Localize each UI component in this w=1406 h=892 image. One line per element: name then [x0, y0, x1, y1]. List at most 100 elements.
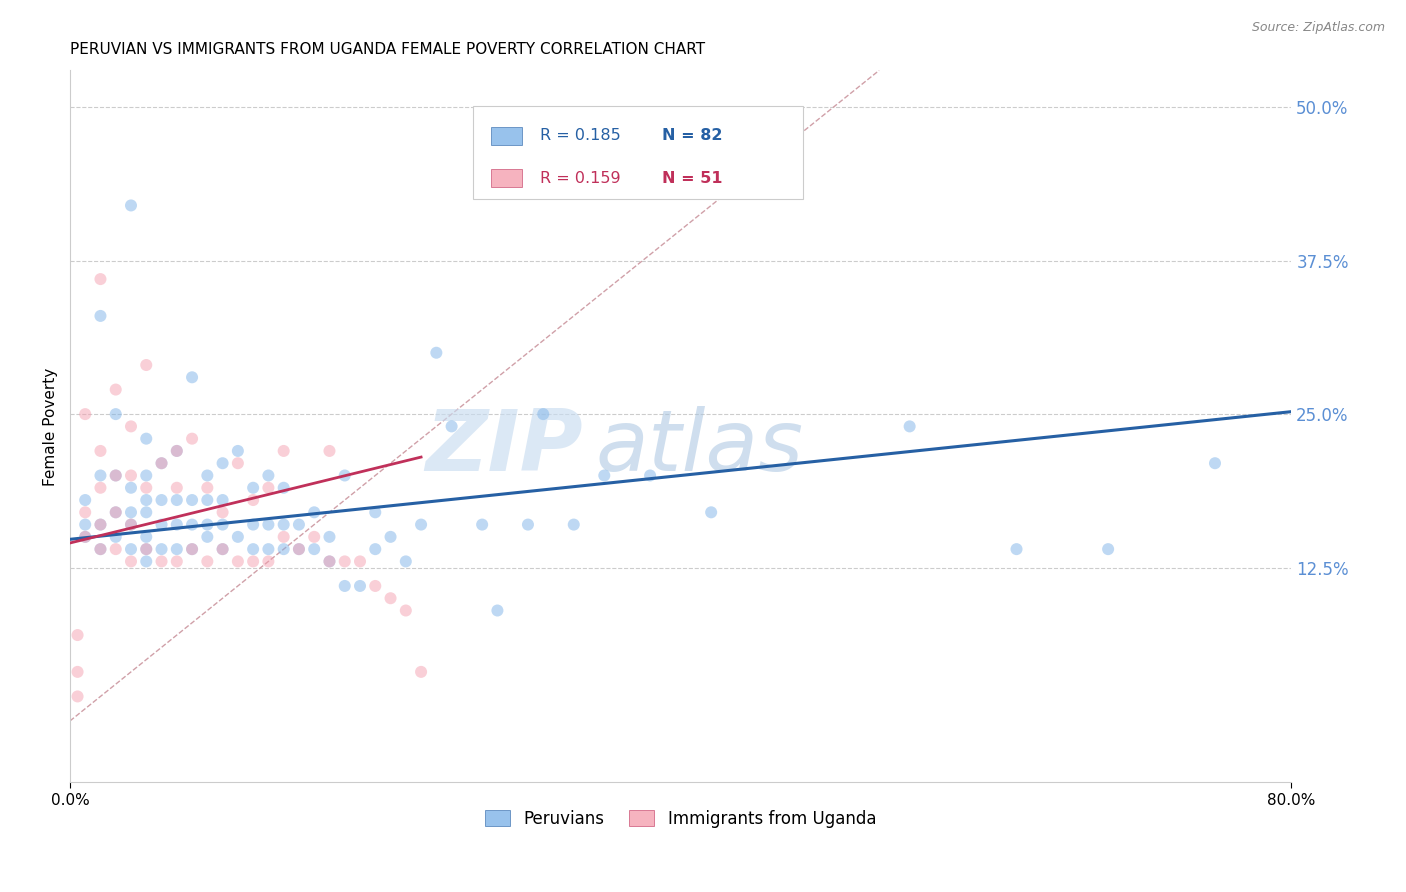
Point [211, 456, 233, 470]
Point [150, 493, 173, 508]
Point [364, 505, 387, 519]
Point [150, 456, 173, 470]
Point [89, 272, 111, 286]
Legend: Peruvians, Immigrants from Uganda: Peruvians, Immigrants from Uganda [478, 803, 883, 835]
Point [150, 542, 173, 557]
Point [89, 517, 111, 532]
Point [120, 419, 142, 434]
Point [166, 493, 188, 508]
Point [211, 542, 233, 557]
Text: PERUVIAN VS IMMIGRANTS FROM UGANDA FEMALE POVERTY CORRELATION CHART: PERUVIAN VS IMMIGRANTS FROM UGANDA FEMAL… [70, 42, 704, 57]
Point [562, 517, 585, 532]
Point [181, 542, 204, 557]
Point [318, 530, 340, 544]
Point [425, 345, 447, 359]
Point [333, 579, 356, 593]
Point [380, 591, 402, 606]
Point [302, 542, 325, 557]
Point [195, 468, 218, 483]
Point [349, 554, 371, 568]
Point [1097, 542, 1119, 557]
Point [242, 493, 264, 508]
Point [226, 554, 249, 568]
Point [135, 530, 157, 544]
Point [135, 554, 157, 568]
Point [89, 517, 111, 532]
Point [89, 481, 111, 495]
Point [195, 481, 218, 495]
Point [349, 579, 371, 593]
Point [181, 370, 204, 384]
Point [273, 517, 295, 532]
Point [1005, 542, 1028, 557]
Point [333, 554, 356, 568]
Point [273, 444, 295, 458]
Point [226, 530, 249, 544]
Point [120, 542, 142, 557]
Point [531, 407, 554, 421]
FancyBboxPatch shape [472, 106, 803, 199]
Point [135, 358, 157, 372]
Bar [491, 127, 522, 145]
Point [195, 554, 218, 568]
Point [104, 542, 127, 557]
Point [104, 468, 127, 483]
Text: R = 0.185: R = 0.185 [540, 128, 621, 143]
Point [257, 542, 280, 557]
Point [89, 542, 111, 557]
Point [440, 419, 463, 434]
Point [211, 517, 233, 532]
Point [66, 628, 89, 642]
Point [409, 517, 432, 532]
Point [700, 505, 723, 519]
Point [395, 554, 418, 568]
Point [257, 554, 280, 568]
Point [242, 554, 264, 568]
Point [166, 444, 188, 458]
Point [150, 517, 173, 532]
Point [66, 665, 89, 679]
Point [166, 554, 188, 568]
Y-axis label: Female Poverty: Female Poverty [44, 368, 58, 485]
Text: R = 0.159: R = 0.159 [540, 170, 621, 186]
Point [898, 419, 921, 434]
Point [181, 432, 204, 446]
Point [120, 554, 142, 568]
Point [380, 530, 402, 544]
Point [104, 383, 127, 397]
Point [273, 542, 295, 557]
Point [89, 468, 111, 483]
Point [288, 517, 311, 532]
Point [226, 456, 249, 470]
Point [120, 468, 142, 483]
Point [471, 517, 494, 532]
Text: ZIP: ZIP [425, 406, 583, 489]
Point [104, 468, 127, 483]
Point [195, 517, 218, 532]
Point [75, 517, 97, 532]
Point [1204, 456, 1226, 470]
Point [273, 481, 295, 495]
Point [166, 481, 188, 495]
Point [104, 505, 127, 519]
Point [242, 542, 264, 557]
Point [195, 493, 218, 508]
Point [104, 505, 127, 519]
Point [166, 444, 188, 458]
Text: atlas: atlas [595, 406, 803, 489]
Point [257, 517, 280, 532]
Text: N = 51: N = 51 [662, 170, 723, 186]
Point [181, 542, 204, 557]
Point [75, 493, 97, 508]
Point [75, 530, 97, 544]
Point [120, 517, 142, 532]
Point [181, 517, 204, 532]
Point [409, 665, 432, 679]
Point [135, 542, 157, 557]
Point [120, 481, 142, 495]
Point [486, 603, 509, 617]
Point [120, 198, 142, 212]
Point [242, 481, 264, 495]
Point [89, 309, 111, 323]
Point [181, 493, 204, 508]
